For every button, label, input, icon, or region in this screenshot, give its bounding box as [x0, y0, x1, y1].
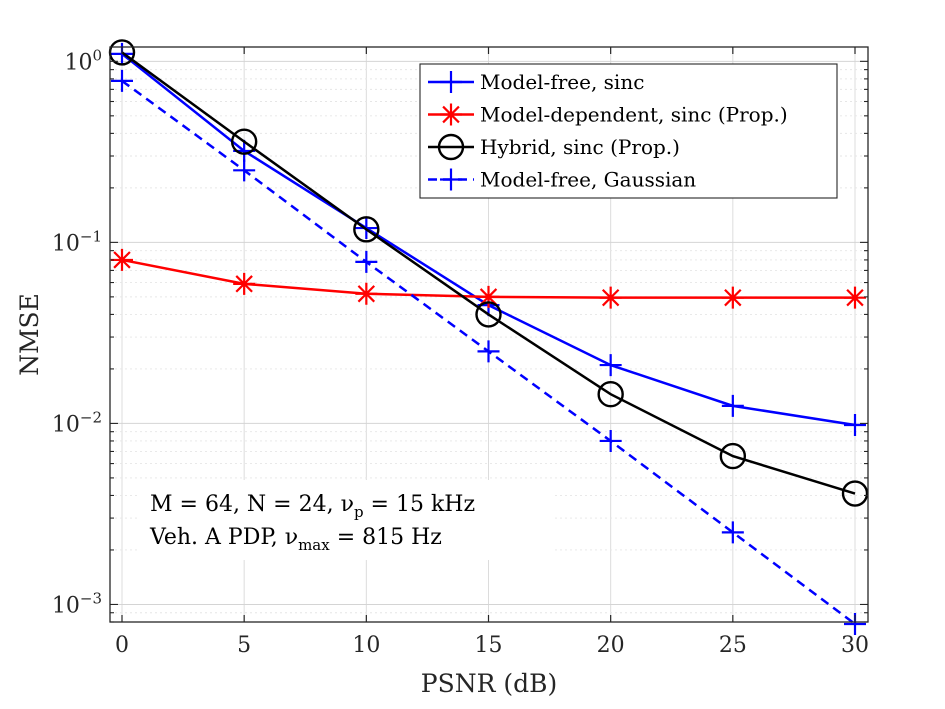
- data-point: [355, 250, 378, 273]
- data-point: [599, 354, 622, 377]
- data-point: [599, 286, 622, 309]
- data-point: [477, 340, 500, 363]
- series-layer: [108, 39, 869, 635]
- data-point: [721, 521, 744, 544]
- annotation-line: Veh. A PDP, νmax = 815 Hz: [149, 525, 442, 554]
- series-2: [111, 248, 866, 309]
- data-point: [355, 282, 378, 305]
- data-point: [841, 480, 869, 507]
- legend-marker: [440, 71, 462, 93]
- data-point: [230, 128, 258, 155]
- legend: Model-free, sinc Model-dependent, sinc (P…: [419, 63, 838, 199]
- data-point: [111, 248, 133, 271]
- data-point: [721, 394, 744, 417]
- data-point: [475, 301, 502, 328]
- data-point: [233, 272, 256, 295]
- data-point: [111, 69, 133, 92]
- legend-marker: [437, 133, 465, 161]
- legend-marker: [440, 168, 462, 191]
- series-4: [111, 69, 866, 635]
- x-tick-label: 10: [352, 633, 380, 658]
- y-tick-label: 10−3: [52, 589, 102, 618]
- axis-ticks: 0 5 10 15 20 25 30 10−3 10−2 10−1 100: [52, 46, 869, 658]
- data-point: [719, 442, 747, 470]
- x-tick-label: 20: [597, 633, 625, 658]
- data-point: [844, 286, 866, 309]
- y-axis-label: NMSE: [15, 293, 44, 376]
- x-tick-label: 0: [115, 633, 129, 658]
- data-point: [844, 414, 866, 437]
- y-tick-label: 100: [64, 46, 102, 75]
- legend-label: Hybrid, sinc (Prop.): [480, 135, 680, 159]
- data-point: [721, 286, 744, 309]
- legend-label: Model-free, sinc: [480, 70, 644, 94]
- data-point: [353, 216, 380, 243]
- x-tick-label: 25: [719, 633, 747, 658]
- x-axis-label: PSNR (dB): [421, 669, 557, 698]
- series-3: [108, 39, 869, 507]
- y-tick-label: 10−2: [52, 408, 102, 437]
- data-point: [477, 285, 500, 308]
- legend-box: [419, 63, 838, 199]
- x-tick-label: 5: [237, 633, 251, 658]
- x-tick-label: 15: [475, 633, 503, 658]
- annotation-background: [140, 480, 555, 560]
- data-point: [597, 381, 624, 408]
- data-point: [599, 429, 622, 452]
- legend-label: Model-dependent, sinc (Prop.): [480, 103, 788, 127]
- data-point: [233, 159, 256, 182]
- x-tick-label: 30: [841, 633, 869, 658]
- y-tick-label: 10−1: [52, 227, 102, 256]
- series-line: [121, 51, 856, 495]
- legend-label: Model-free, Gaussian: [480, 168, 696, 192]
- legend-marker: [440, 103, 462, 126]
- annotation-box: M = 64, N = 24, νp = 15 kHz Veh. A PDP, ν…: [140, 480, 555, 560]
- annotation-line: M = 64, N = 24, νp = 15 kHz: [150, 492, 475, 521]
